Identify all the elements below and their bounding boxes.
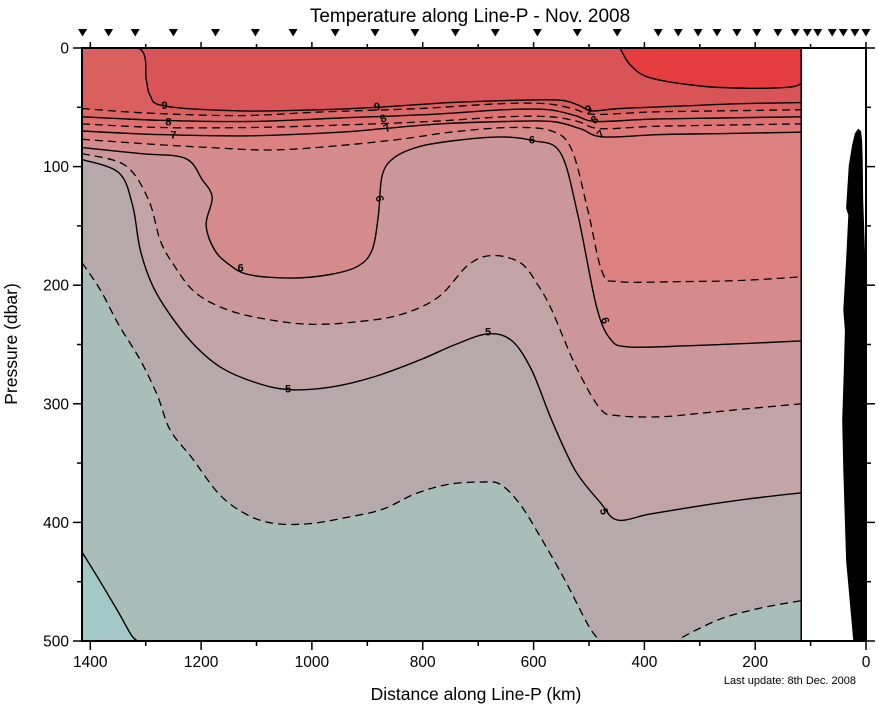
- contour-label-6: 6: [237, 263, 243, 275]
- x-axis-label: Distance along Line-P (km): [371, 684, 582, 704]
- station-marker: [827, 29, 837, 37]
- station-marker: [790, 29, 800, 37]
- x-tick-label: 1400: [73, 654, 108, 671]
- y-tick-label: 400: [43, 515, 69, 532]
- contour-line-5.5: [82, 152, 801, 418]
- contour-line-9: [82, 48, 801, 112]
- contour-label-7: 7: [170, 130, 176, 142]
- contour-line-6.5: [82, 126, 801, 284]
- station-marker: [104, 29, 114, 37]
- y-tick-label: 300: [43, 396, 69, 413]
- contour-line-4.5: [82, 262, 601, 641]
- x-tick-label: 1200: [184, 654, 219, 671]
- station-marker: [850, 29, 860, 37]
- contour-lines: [82, 48, 801, 641]
- x-tick-label: 200: [742, 654, 768, 671]
- y-tick-label: 0: [60, 41, 69, 58]
- station-marker: [572, 29, 582, 37]
- contour-line-4: [82, 551, 138, 641]
- station-marker: [802, 29, 812, 37]
- y-tick-label: 100: [43, 159, 69, 176]
- contour-label-9: 9: [373, 101, 381, 114]
- station-marker: [168, 29, 178, 37]
- contour-label-5: 5: [285, 384, 291, 396]
- y-axis-label: Pressure (dbar): [1, 283, 21, 405]
- band-4-4.5: [682, 600, 801, 641]
- contour-line-10: [619, 48, 801, 90]
- y-tick-label: 200: [43, 278, 69, 295]
- last-update-note: Last update: 8th Dec. 2008: [724, 675, 856, 687]
- station-marker: [653, 29, 663, 37]
- station-marker: [130, 29, 140, 37]
- band-below-4: [82, 552, 138, 641]
- station-marker: [838, 29, 848, 37]
- contour-line-6: [82, 136, 801, 349]
- contour-label-6: 6: [598, 316, 611, 326]
- x-tick-label: 600: [521, 654, 547, 671]
- station-marker: [752, 29, 762, 37]
- contour-line-7.5: [82, 115, 801, 130]
- station-marker: [532, 29, 542, 37]
- contour-label-6: 6: [373, 195, 386, 203]
- station-marker: [250, 29, 260, 37]
- band-4-4.5: [82, 262, 600, 641]
- contour-label-6: 6: [529, 134, 535, 146]
- station-marker: [288, 29, 298, 37]
- x-tick-label: 1000: [295, 654, 330, 671]
- contour-line-8.5: [82, 102, 801, 117]
- station-marker: [673, 29, 683, 37]
- station-marker: [410, 29, 420, 37]
- station-marker: [773, 29, 783, 37]
- band-10+: [620, 48, 801, 89]
- contour-bands: [82, 48, 801, 641]
- x-tick-label: 800: [410, 654, 436, 671]
- contour-line-8: [82, 108, 801, 123]
- bathymetry: [842, 128, 866, 642]
- contour-label-9: 9: [162, 100, 168, 112]
- contour-label-8: 8: [378, 112, 389, 125]
- contour-label-8: 8: [165, 117, 171, 129]
- station-marker: [861, 29, 871, 37]
- x-tick-label: 400: [631, 654, 657, 671]
- chart-title: Temperature along Line-P - Nov. 2008: [310, 6, 630, 27]
- station-marker: [450, 29, 460, 37]
- axis-ticks: [73, 42, 875, 650]
- station-marker: [712, 29, 722, 37]
- station-marker: [693, 29, 703, 37]
- station-marker: [813, 29, 823, 37]
- station-marker: [330, 29, 340, 37]
- seafloor-profile: [842, 128, 866, 642]
- station-marker: [78, 29, 88, 37]
- station-marker: [732, 29, 742, 37]
- contour-label-7: 7: [382, 122, 393, 135]
- x-tick-label: 0: [862, 654, 871, 671]
- contour-line-7: [82, 120, 801, 138]
- contour-label-5: 5: [597, 507, 610, 516]
- contour-label-5: 5: [485, 327, 491, 339]
- contour-label-9: 9: [583, 103, 595, 116]
- y-tick-label: 500: [43, 634, 69, 651]
- station-marker: [490, 29, 500, 37]
- tick-labels: 1400 1200 1000 800 600 400 200 0 0 100 200 300 400 50…: [43, 41, 871, 672]
- station-marker: [370, 29, 380, 37]
- station-markers: [78, 29, 871, 37]
- station-marker: [211, 29, 220, 37]
- contour-line-4.5: [681, 600, 801, 638]
- station-marker: [612, 29, 622, 37]
- contour-line-5: [82, 158, 801, 522]
